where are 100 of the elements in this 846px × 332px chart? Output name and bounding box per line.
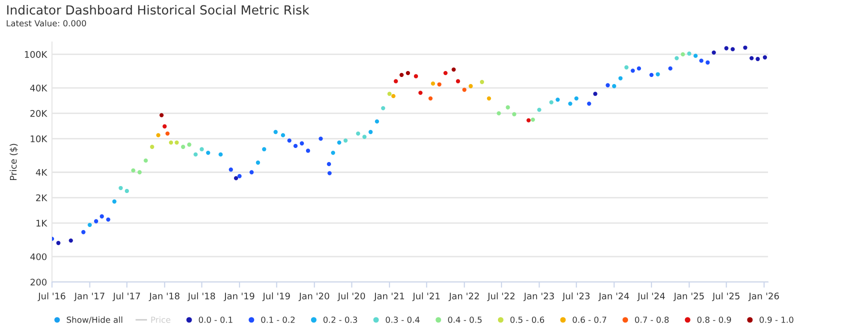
point xyxy=(106,217,110,222)
y-tick-label: 200 xyxy=(30,278,47,286)
point xyxy=(100,214,104,218)
chart-subtitle: Latest Value: 0.000 xyxy=(6,20,86,26)
point xyxy=(462,88,466,92)
legend-label: 0.9 - 1.0 xyxy=(760,316,794,323)
x-tick-label: Jul '16 xyxy=(38,292,66,302)
point xyxy=(756,56,760,62)
point xyxy=(174,140,179,145)
x-tick-label: Jul '20 xyxy=(337,292,365,302)
point xyxy=(356,131,360,136)
point xyxy=(568,102,572,106)
point xyxy=(693,54,698,58)
point xyxy=(262,147,266,152)
point xyxy=(300,141,304,146)
chart-title: Indicator Dashboard Historical Social Metric Risk xyxy=(7,4,310,15)
x-tick-label: Jan '22 xyxy=(448,292,479,302)
point xyxy=(618,76,623,80)
point xyxy=(674,56,679,60)
point xyxy=(187,142,192,147)
legend-label: 0.8 - 0.9 xyxy=(697,316,731,323)
point xyxy=(381,106,386,110)
point xyxy=(506,105,510,110)
x-tick-label: Jan '23 xyxy=(523,292,554,302)
point xyxy=(159,113,164,118)
point xyxy=(200,147,204,152)
point xyxy=(165,131,170,136)
y-tick-label: 10K xyxy=(30,135,48,142)
point xyxy=(168,140,174,145)
x-tick-label: Jul '21 xyxy=(412,292,440,302)
point xyxy=(138,170,142,174)
point xyxy=(56,240,60,246)
legend-label: 0.7 - 0.8 xyxy=(635,316,669,323)
point xyxy=(456,79,460,84)
point xyxy=(228,168,233,172)
legend-label: 0.3 - 0.4 xyxy=(386,316,420,323)
point xyxy=(480,80,484,84)
point xyxy=(526,118,531,122)
point xyxy=(530,118,535,122)
x-tick-label: Jul '22 xyxy=(487,292,514,302)
point xyxy=(368,130,373,134)
point xyxy=(406,70,410,76)
y-tick-label: 40K xyxy=(30,84,48,92)
point xyxy=(162,124,167,128)
point xyxy=(593,92,598,96)
point xyxy=(668,66,672,71)
y-tick-label: 20K xyxy=(30,110,48,117)
point xyxy=(118,186,123,190)
y-tick-label: 4K xyxy=(36,169,48,176)
point xyxy=(636,66,642,71)
point xyxy=(724,46,728,50)
point xyxy=(150,144,154,149)
y-tick-label: 400 xyxy=(30,253,47,260)
point xyxy=(606,83,610,88)
point xyxy=(343,138,348,143)
point xyxy=(443,70,448,76)
x-tick-label: Jan '25 xyxy=(673,292,704,302)
point xyxy=(274,130,278,134)
legend-label: 0.2 - 0.3 xyxy=(323,316,358,323)
point xyxy=(337,140,342,145)
point xyxy=(256,160,260,165)
point xyxy=(112,199,116,204)
point xyxy=(144,158,148,163)
point xyxy=(68,238,73,243)
point xyxy=(194,152,198,157)
point xyxy=(486,96,492,101)
point xyxy=(318,136,323,141)
point xyxy=(706,60,710,65)
point xyxy=(293,144,298,148)
legend-label: 0.0 - 0.1 xyxy=(198,316,232,323)
point xyxy=(630,68,635,73)
legend-label: 0.1 - 0.2 xyxy=(261,316,295,323)
point xyxy=(512,112,516,116)
point xyxy=(712,50,716,55)
point xyxy=(612,84,616,88)
y-tick-label: 1K xyxy=(36,220,48,226)
x-tick-label: Jan '24 xyxy=(598,292,630,302)
point xyxy=(750,56,754,60)
point xyxy=(556,98,560,102)
point xyxy=(287,138,292,143)
point xyxy=(394,79,398,84)
point xyxy=(400,72,404,78)
point xyxy=(327,171,332,176)
point xyxy=(206,150,210,155)
x-tick-label: Jul '24 xyxy=(637,292,665,302)
x-tick-label: Jul '19 xyxy=(262,292,290,302)
y-tick-label: 2K xyxy=(36,194,48,202)
point xyxy=(237,174,242,178)
point xyxy=(624,65,629,70)
point xyxy=(699,58,704,63)
point xyxy=(496,111,501,116)
point xyxy=(362,134,367,139)
x-tick-label: Jul '23 xyxy=(562,292,590,302)
point xyxy=(428,96,433,101)
text: Show/Hide all xyxy=(66,316,122,324)
point xyxy=(656,72,660,76)
point xyxy=(330,150,336,155)
point xyxy=(280,133,286,138)
x-tick-label: Jan '21 xyxy=(374,292,404,302)
x-tick-label: Jan '26 xyxy=(748,292,779,302)
